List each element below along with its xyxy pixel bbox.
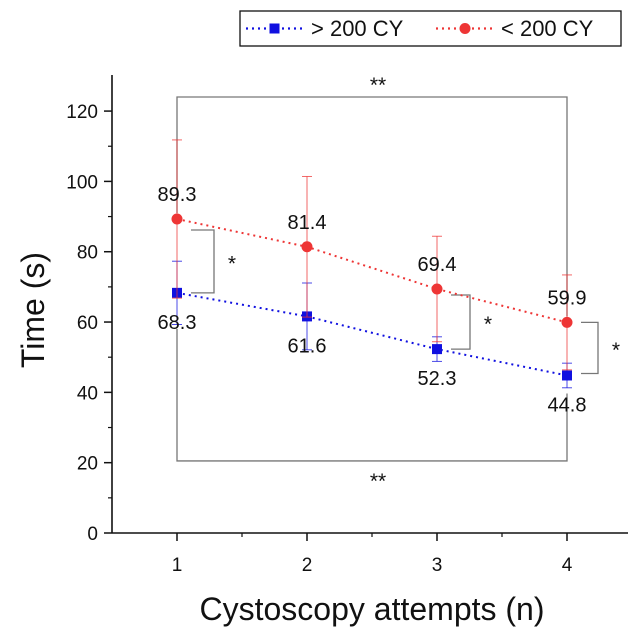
data-labels: 89.3 81.4 69.4 59.9 68.3 61.6 52.3 44.8 xyxy=(158,184,587,416)
x-tick-label-2: 2 xyxy=(302,555,313,576)
data-label-s2-3: 69.4 xyxy=(418,254,457,276)
y-axis-title: Time (s) xyxy=(15,252,51,368)
sig-top: ** xyxy=(370,74,386,97)
x-tick-label-3: 3 xyxy=(432,555,443,576)
legend-frame xyxy=(239,10,622,47)
sig-pair-4: * xyxy=(612,339,620,362)
bracket-pair-3 xyxy=(451,294,471,350)
point-s2-1 xyxy=(171,213,183,225)
sig-pair-1: * xyxy=(228,252,236,275)
data-label-s2-1: 89.3 xyxy=(158,184,197,206)
point-s1-4 xyxy=(562,370,572,381)
y-ticks: 0 20 40 60 80 100 120 xyxy=(66,102,112,545)
significance-brackets: ******* xyxy=(176,74,620,493)
legend-marker-series-1 xyxy=(269,23,280,34)
legend: > 200 CY < 200 CY xyxy=(239,10,622,47)
point-s1-3 xyxy=(432,344,442,355)
y-tick-label-80: 80 xyxy=(77,243,98,264)
data-label-s2-4: 59.9 xyxy=(548,287,587,309)
y-tick-label-40: 40 xyxy=(77,383,98,404)
bracket-bottom xyxy=(176,328,568,462)
point-s2-3 xyxy=(431,283,443,295)
y-tick-label-0: 0 xyxy=(87,524,98,545)
data-label-s1-1: 68.3 xyxy=(158,312,197,334)
legend-label-series-1: > 200 CY xyxy=(311,16,404,41)
series-layer xyxy=(171,139,573,389)
x-tick-label-4: 4 xyxy=(562,555,573,576)
data-label-s1-3: 52.3 xyxy=(418,368,457,390)
series-line-2 xyxy=(176,218,568,324)
bracket-pair-1 xyxy=(191,229,215,294)
y-tick-label-60: 60 xyxy=(77,313,98,334)
point-s2-4 xyxy=(561,316,573,328)
sig-pair-3: * xyxy=(484,313,492,336)
x-tick-label-1: 1 xyxy=(172,555,183,576)
legend-marker-series-2 xyxy=(459,23,471,34)
point-s2-2 xyxy=(301,241,313,253)
data-label-s1-2: 61.6 xyxy=(288,335,327,357)
bracket-top xyxy=(176,96,568,317)
y-tick-label-20: 20 xyxy=(77,454,98,475)
data-label-s2-2: 81.4 xyxy=(288,212,327,234)
legend-label-series-2: < 200 CY xyxy=(501,16,594,41)
y-tick-label-100: 100 xyxy=(66,172,98,193)
sig-bottom: ** xyxy=(370,470,386,493)
bracket-pair-4 xyxy=(581,321,599,375)
data-label-s1-4: 44.8 xyxy=(548,394,587,416)
series-line-1 xyxy=(176,291,568,377)
y-tick-label-120: 120 xyxy=(66,102,98,123)
x-ticks: 1 2 3 4 xyxy=(172,533,573,576)
x-axis-title: Cystoscopy attempts (n) xyxy=(200,591,545,627)
